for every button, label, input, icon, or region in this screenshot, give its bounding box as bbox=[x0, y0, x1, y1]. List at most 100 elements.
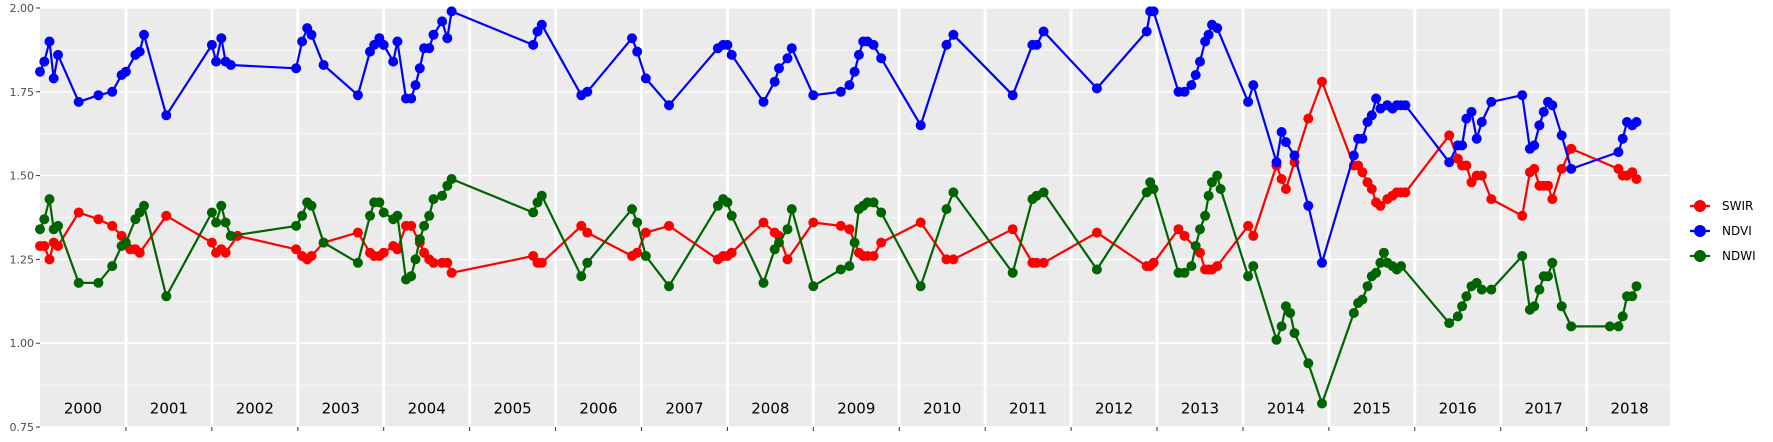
data-point-ndwi bbox=[139, 200, 149, 211]
data-point-ndwi bbox=[1371, 267, 1382, 278]
data-point-swir bbox=[1543, 180, 1553, 191]
data-point-ndvi bbox=[1186, 80, 1197, 91]
data-point-ndvi bbox=[1534, 120, 1545, 131]
data-point-swir bbox=[632, 247, 643, 258]
year-label: 2002 bbox=[236, 400, 274, 418]
data-point-ndwi bbox=[1476, 284, 1487, 295]
series-swir bbox=[35, 76, 1642, 278]
data-point-swir bbox=[1317, 76, 1327, 87]
data-point-swir bbox=[948, 254, 959, 265]
data-point-ndvi bbox=[1203, 29, 1214, 40]
data-point-ndwi bbox=[1547, 257, 1558, 268]
data-point-ndvi bbox=[1038, 26, 1049, 37]
data-point-ndwi bbox=[1457, 301, 1468, 312]
data-point-ndvi bbox=[1195, 56, 1205, 67]
y-tick-label: 1.50 bbox=[10, 170, 35, 183]
data-point-ndwi bbox=[161, 291, 172, 302]
data-point-ndwi bbox=[352, 257, 363, 268]
data-point-ndvi bbox=[722, 39, 733, 50]
data-point-swir bbox=[1091, 227, 1102, 238]
data-point-ndwi bbox=[941, 204, 952, 215]
legend-item-ndwi: NDWI bbox=[1690, 249, 1756, 263]
data-point-ndvi bbox=[782, 53, 793, 64]
data-point-swir bbox=[1631, 174, 1642, 184]
data-point-swir bbox=[868, 251, 879, 261]
data-point-ndwi bbox=[774, 237, 784, 248]
data-point-ndwi bbox=[1215, 184, 1226, 194]
data-point-ndvi bbox=[392, 36, 403, 47]
year-label: 2010 bbox=[923, 400, 961, 418]
data-point-ndwi bbox=[211, 217, 222, 228]
data-point-ndwi bbox=[446, 174, 457, 184]
data-point-ndwi bbox=[437, 190, 448, 201]
data-point-swir bbox=[378, 247, 389, 258]
data-point-ndvi bbox=[627, 33, 637, 44]
data-point-ndwi bbox=[424, 210, 435, 221]
data-point-swir bbox=[220, 247, 231, 258]
data-point-swir bbox=[406, 220, 417, 231]
data-point-ndvi bbox=[1317, 257, 1327, 268]
data-point-swir bbox=[1461, 160, 1472, 171]
x-axis: 2000 2001 2002 2003 2004 2005 2006 2007 2008 2009… bbox=[64, 400, 1649, 431]
year-label: 2001 bbox=[150, 400, 188, 418]
data-point-ndvi bbox=[536, 19, 547, 30]
data-point-swir bbox=[107, 220, 118, 231]
data-point-ndwi bbox=[528, 207, 539, 218]
data-point-ndvi bbox=[120, 66, 131, 77]
data-point-ndvi bbox=[216, 33, 227, 44]
data-point-ndvi bbox=[225, 60, 236, 70]
data-point-swir bbox=[915, 217, 926, 228]
data-point-ndvi bbox=[446, 6, 457, 17]
grid-layer bbox=[40, 7, 1670, 428]
year-label: 2000 bbox=[64, 400, 102, 418]
data-point-ndwi bbox=[53, 220, 63, 231]
data-point-ndvi bbox=[1566, 163, 1577, 174]
data-point-swir bbox=[1212, 261, 1223, 272]
legend-key-dot bbox=[1694, 200, 1706, 212]
data-point-ndvi bbox=[1289, 150, 1300, 161]
data-point-ndwi bbox=[1627, 291, 1638, 302]
data-point-ndvi bbox=[835, 86, 846, 97]
data-point-ndvi bbox=[726, 49, 737, 60]
data-point-ndwi bbox=[1617, 311, 1628, 322]
year-label: 2011 bbox=[1009, 400, 1047, 418]
year-label: 2016 bbox=[1439, 400, 1477, 418]
year-label: 2014 bbox=[1267, 400, 1305, 418]
data-point-ndvi bbox=[1303, 200, 1314, 211]
data-point-ndvi bbox=[1179, 86, 1190, 97]
year-label: 2009 bbox=[837, 400, 875, 418]
data-point-ndwi bbox=[1248, 261, 1259, 272]
data-point-ndwi bbox=[39, 214, 50, 225]
data-point-swir bbox=[536, 257, 547, 268]
data-point-ndvi bbox=[808, 90, 819, 101]
series-ndvi bbox=[35, 6, 1642, 268]
year-label: 2005 bbox=[493, 400, 531, 418]
data-point-ndwi bbox=[868, 197, 879, 208]
data-point-ndwi bbox=[1212, 170, 1223, 181]
data-point-swir bbox=[1566, 143, 1577, 154]
data-point-ndvi bbox=[849, 66, 860, 77]
data-point-ndwi bbox=[1604, 321, 1615, 332]
legend-item-swir: SWIR bbox=[1690, 199, 1753, 213]
data-point-swir bbox=[1173, 224, 1184, 235]
data-point-ndwi bbox=[225, 230, 236, 241]
data-point-ndwi bbox=[35, 224, 45, 235]
data-point-ndvi bbox=[161, 110, 172, 121]
year-label: 2004 bbox=[408, 400, 446, 418]
data-point-ndvi bbox=[406, 93, 417, 104]
data-point-ndwi bbox=[1276, 321, 1287, 332]
data-point-ndwi bbox=[1529, 301, 1540, 312]
data-point-ndwi bbox=[632, 217, 643, 228]
data-point-ndwi bbox=[1038, 187, 1049, 198]
data-point-ndvi bbox=[1271, 157, 1282, 168]
series-ndwi bbox=[35, 170, 1642, 409]
data-point-ndvi bbox=[868, 39, 879, 50]
data-point-ndwi bbox=[1243, 271, 1254, 282]
data-point-ndvi bbox=[1529, 140, 1540, 151]
data-point-ndwi bbox=[1179, 267, 1190, 278]
data-point-swir bbox=[582, 227, 593, 238]
data-point-ndvi bbox=[93, 90, 104, 101]
data-point-ndwi bbox=[1289, 328, 1300, 339]
data-point-swir bbox=[808, 217, 819, 228]
